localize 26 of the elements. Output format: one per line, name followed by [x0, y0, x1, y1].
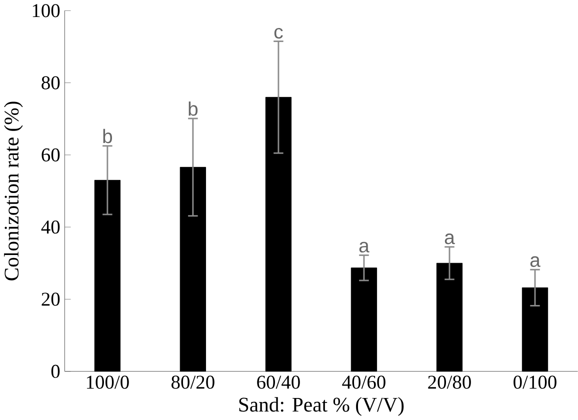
y-tick-label: 60: [42, 148, 60, 162]
x-tick-label: 80/20: [172, 376, 214, 389]
x-axis-title: Sand: Peat % (V/V): [239, 397, 404, 416]
bar: [94, 180, 121, 372]
y-tick-label: 80: [42, 76, 60, 90]
bar: [350, 268, 378, 372]
bar: [265, 96, 292, 372]
annotation: a: [530, 256, 540, 267]
annotation: a: [359, 242, 370, 253]
x-tick-label: 20/80: [428, 376, 471, 389]
y-tick-label: 20: [42, 292, 60, 306]
y-axis-title: Colonizotion rate (%): [4, 102, 23, 280]
annotation: c: [274, 28, 283, 39]
bar: [436, 262, 463, 372]
bar: [180, 166, 206, 372]
annotation: a: [444, 234, 455, 244]
x-tick-label: 100/0: [86, 376, 129, 389]
x-tick-label: 40/60: [342, 376, 386, 389]
y-tick-label: 0: [51, 364, 60, 378]
annotation: b: [188, 102, 198, 116]
y-tick-label: 40: [41, 220, 60, 234]
bar: [522, 287, 548, 372]
annotation: b: [103, 128, 112, 144]
y-tick-label: 100: [32, 4, 60, 18]
x-tick-label: 60/40: [257, 376, 300, 389]
x-tick-label: 0/100: [514, 376, 556, 389]
